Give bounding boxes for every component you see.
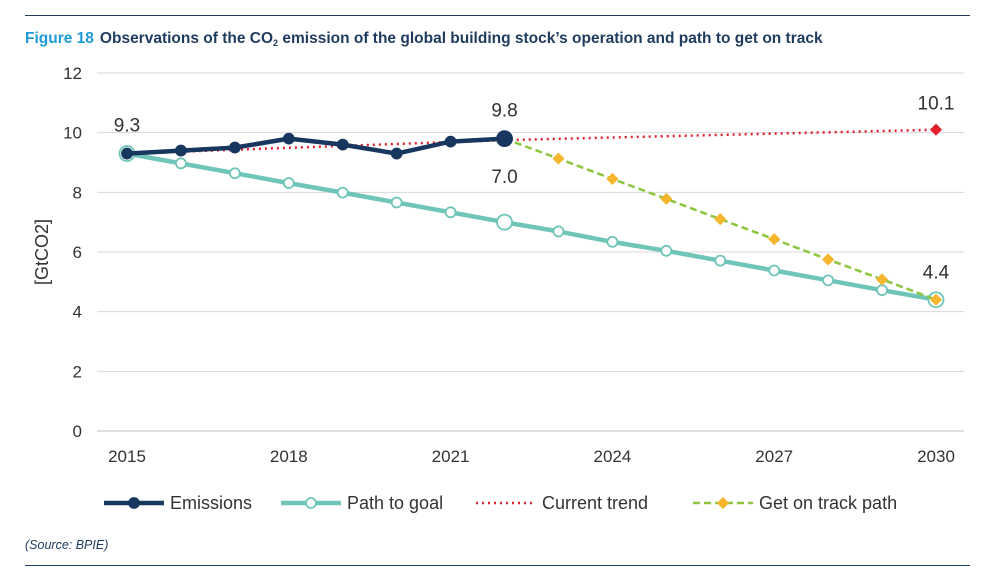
legend-marker-path-to-goal (305, 497, 317, 509)
data-point-emissions (444, 135, 457, 148)
data-point-emissions (390, 147, 403, 160)
y-axis-label: [GtCO2] (32, 219, 52, 285)
data-point-path-to-goal (336, 186, 349, 199)
x-tick-label: 2024 (593, 447, 631, 466)
data-point-path-to-goal (876, 284, 888, 297)
data-point-get-on-track-path (929, 293, 943, 306)
data-point-get-on-track-path (876, 273, 889, 286)
y-tick-label: 10 (63, 124, 82, 143)
data-label: 9.3 (114, 116, 140, 137)
x-tick-label: 2021 (432, 447, 470, 466)
legend-item-get-on-track-path: Get on track path (693, 493, 897, 513)
source-note: (Source: BPIE) (25, 538, 109, 552)
data-point-emissions (336, 138, 349, 151)
data-point-get-on-track-path (552, 152, 565, 165)
data-point-path-to-goal (175, 157, 187, 170)
data-point-path-to-goal (390, 196, 403, 209)
legend-item-emissions: Emissions (104, 493, 252, 513)
bottom-rule (25, 565, 970, 566)
figure-title: Figure 18 Observations of the CO2 emissio… (25, 30, 823, 48)
data-label: 4.4 (923, 263, 950, 284)
y-tick-label: 12 (63, 64, 82, 83)
data-label: 9.8 (491, 101, 517, 122)
legend-item-current-trend: Current trend (476, 493, 648, 513)
legend-label-current-trend: Current trend (542, 493, 648, 513)
top-rule (25, 15, 970, 16)
data-point-get-on-track-path (768, 233, 781, 246)
data-point-path-to-goal (282, 177, 295, 189)
data-point-get-on-track-path (606, 172, 619, 185)
x-tick-label: 2030 (917, 447, 955, 466)
series-layer (118, 123, 945, 309)
x-tick-label: 2018 (270, 447, 308, 466)
series-line-emissions (126, 136, 505, 156)
data-point-emissions (175, 144, 187, 157)
data-point-path-to-goal (606, 235, 619, 248)
data-point-path-to-goal (444, 206, 457, 219)
data-point-path-to-goal (228, 167, 241, 180)
data-point-path-to-goal (660, 244, 673, 257)
data-point-emissions (121, 147, 133, 160)
data-point-get-on-track-path (714, 213, 727, 226)
data-point-emissions (496, 130, 513, 148)
legend-label-get-on-track-path: Get on track path (759, 493, 897, 513)
figure-title-subscript: 2 (273, 38, 279, 48)
legend-item-path-to-goal: Path to goal (281, 493, 443, 513)
series-line-path-to-goal (126, 151, 937, 302)
y-tick-label: 4 (73, 303, 82, 322)
data-point-path-to-goal (822, 274, 835, 287)
legend: Emissions Path to goal Current trend Get on… (104, 493, 897, 513)
data-point-get-on-track-path (822, 253, 835, 266)
legend-marker-emissions (128, 497, 140, 509)
y-tick-label: 0 (73, 422, 82, 441)
data-point-emissions (228, 141, 241, 154)
figure-label: Figure 18 (25, 30, 94, 47)
data-point-path-to-goal (496, 213, 513, 231)
data-point-get-on-track-path (660, 192, 673, 205)
y-tick-label: 6 (73, 243, 82, 262)
legend-label-emissions: Emissions (170, 493, 252, 513)
series-line-current-trend (126, 128, 937, 155)
y-tick-label: 2 (73, 362, 82, 381)
y-tick-label: 8 (73, 183, 82, 202)
figure-title-text: Observations of the CO (99, 30, 274, 47)
grid-layer: 0 2 4 6 8 10 12 2015 2018 2021 2024 2027 2030 [GtCO2] (32, 64, 964, 466)
data-point-emissions (282, 132, 295, 145)
legend-marker-get-on-track-path (716, 496, 730, 510)
data-label: 7.0 (491, 167, 517, 188)
figure-title-text-end: emission of the global building stock’s … (278, 30, 823, 47)
data-point-path-to-goal (714, 254, 727, 267)
data-point-current-trend (929, 123, 943, 136)
x-tick-label: 2015 (108, 447, 146, 466)
data-point-path-to-goal (552, 225, 565, 238)
label-layer: 9.3 9.8 7.0 10.1 4.4 (114, 94, 955, 284)
legend-label-path-to-goal: Path to goal (347, 493, 443, 513)
x-tick-label: 2027 (755, 447, 793, 466)
data-point-path-to-goal (768, 264, 781, 277)
data-label: 10.1 (918, 94, 955, 115)
